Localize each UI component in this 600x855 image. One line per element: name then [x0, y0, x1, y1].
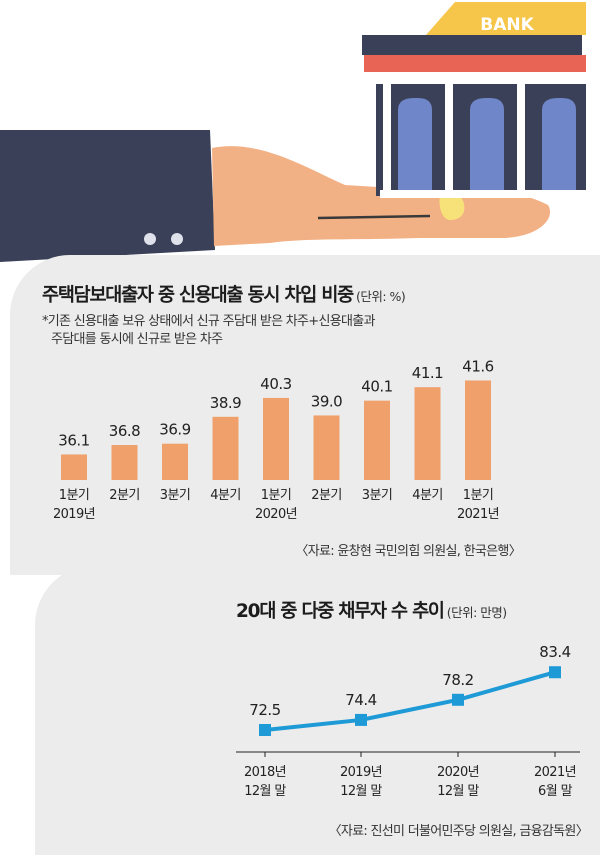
bar-value-label-3: 36.9 [159, 421, 190, 439]
bar-4 [212, 416, 239, 480]
sleeve-shape [0, 130, 215, 262]
data-point-2 [355, 713, 367, 726]
point-value-label-1: 72.5 [249, 701, 280, 719]
x-tick-sub-label: 12월 말 [437, 784, 479, 799]
chart1-unit: (단위: %) [355, 289, 406, 304]
bar-7 [364, 400, 390, 480]
x-tick-label: 2분기 [109, 488, 139, 503]
bar-value-label-8: 41.1 [412, 364, 443, 382]
bank-column [445, 84, 453, 196]
x-tick-year-label: 2021년 [457, 507, 499, 522]
x-tick-label: 2018년 [244, 765, 286, 780]
x-tick-label: 4분기 [210, 488, 240, 503]
bank-sign-board [426, 2, 586, 35]
bar-9 [465, 380, 491, 480]
sleeve-button [144, 233, 156, 245]
chart2-source: 〈자료: 진선미 더불어민주당 의원실, 금융감독원〉 [328, 824, 589, 839]
bank-sign-text: BANK [480, 15, 534, 35]
bank-roof [362, 35, 582, 55]
x-tick-sub-label: 6월 말 [538, 784, 573, 799]
x-tick-label: 3분기 [160, 488, 190, 503]
bar-value-label-7: 40.1 [361, 378, 392, 396]
x-tick-label: 2분기 [311, 488, 341, 503]
bar-value-label-1: 36.1 [58, 431, 89, 449]
x-tick-sub-label: 12월 말 [244, 784, 286, 799]
bar-2 [111, 445, 138, 480]
bank-window [542, 98, 576, 196]
data-point-1 [259, 724, 271, 736]
bar-5 [263, 397, 289, 480]
chart1-title-line: 주택담보대출자 중 신용대출 동시 차입 비중 (단위: %) [42, 281, 406, 307]
sleeve-button [171, 233, 183, 245]
bar-1 [61, 454, 87, 480]
bank-window [470, 98, 504, 196]
series-line [264, 670, 556, 732]
x-tick-year-label: 2020년 [255, 507, 297, 522]
bar-6 [313, 415, 340, 480]
bar-value-label-6: 39.0 [311, 392, 342, 410]
x-tick-label: 1분기 [261, 488, 291, 503]
bank-ledge [380, 72, 586, 84]
bar-chart: 36.1 1분기 2019년 36.8 2분기 36.9 3분기 38.9 4분기 40.3 1분기… [53, 357, 500, 522]
chart2-panel [35, 565, 600, 855]
data-point-4 [549, 666, 561, 679]
hand-holding-bank-illustration: BANK [0, 2, 586, 262]
chart1-note-line-1: *기존 신용대출 보유 상태에서 신규 주담대 받은 차주+신용대출과 [42, 314, 375, 329]
chart1-panel [10, 255, 600, 575]
x-tick-label: 2019년 [340, 765, 382, 780]
chart2-title: 20대 중 다중 채무자 수 추이 [236, 601, 445, 622]
finger-line [317, 214, 431, 220]
bar-value-label-2: 36.8 [109, 422, 140, 440]
x-tick-label: 2021년 [534, 765, 576, 780]
bar-value-label-4: 38.9 [210, 394, 241, 412]
bar-value-label-5: 40.3 [260, 375, 291, 393]
x-tick-sub-label: 12월 말 [340, 784, 382, 799]
bank-column [517, 84, 525, 196]
chart2-unit: (단위: 만명) [446, 605, 507, 620]
x-tick-label: 3분기 [362, 488, 392, 503]
chart1-note-line-2: 주담대를 동시에 신규로 받은 차주 [51, 332, 223, 347]
bank-window [398, 98, 432, 196]
bar-8 [414, 387, 441, 480]
x-tick-year-label: 2019년 [53, 507, 95, 522]
chart1-source: 〈자료: 윤창현 국민의힘 의원실, 한국은행〉 [295, 544, 521, 559]
x-tick-label: 1분기 [463, 488, 493, 503]
chart2-title-line: 20대 중 다중 채무자 수 추이 (단위: 만명) [236, 597, 507, 623]
x-tick-label: 4분기 [412, 488, 442, 503]
bank-base [380, 190, 586, 198]
bar-3 [162, 443, 188, 480]
bar-value-label-9: 41.6 [462, 357, 493, 375]
thumbnail-shape [439, 193, 465, 220]
point-value-label-4: 83.4 [539, 643, 570, 661]
data-point-3 [452, 693, 464, 706]
bank-column [383, 84, 391, 196]
chart1-title: 주택담보대출자 중 신용대출 동시 차입 비중 [42, 285, 354, 306]
x-tick-label: 2020년 [437, 765, 479, 780]
bank-stripe [364, 55, 586, 72]
point-value-label-2: 74.4 [345, 691, 376, 709]
x-tick-label: 1분기 [59, 488, 89, 503]
point-value-label-3: 78.2 [442, 671, 473, 689]
